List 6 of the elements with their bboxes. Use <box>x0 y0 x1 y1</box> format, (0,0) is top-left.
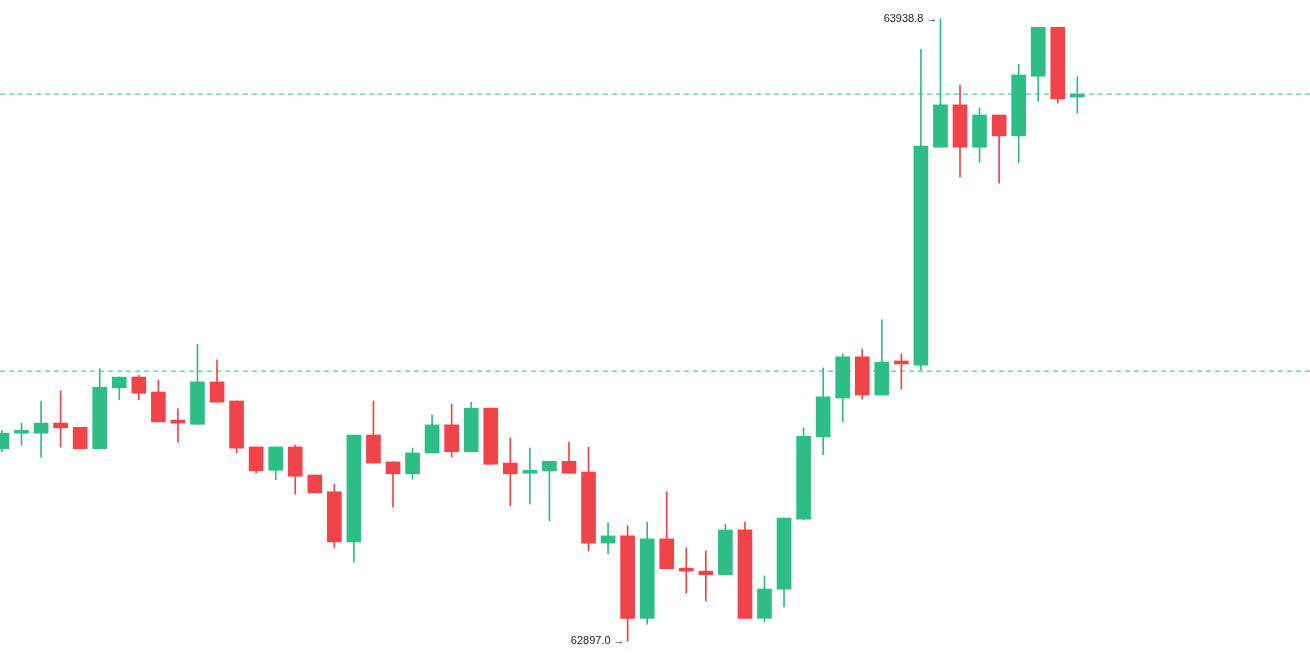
candlestick <box>698 550 714 602</box>
candlestick <box>33 400 49 458</box>
annotation: 63938.8 → <box>883 12 938 25</box>
candlestick <box>522 447 538 505</box>
candlestick <box>502 437 518 507</box>
annotation: 62897.0 → <box>570 634 625 647</box>
